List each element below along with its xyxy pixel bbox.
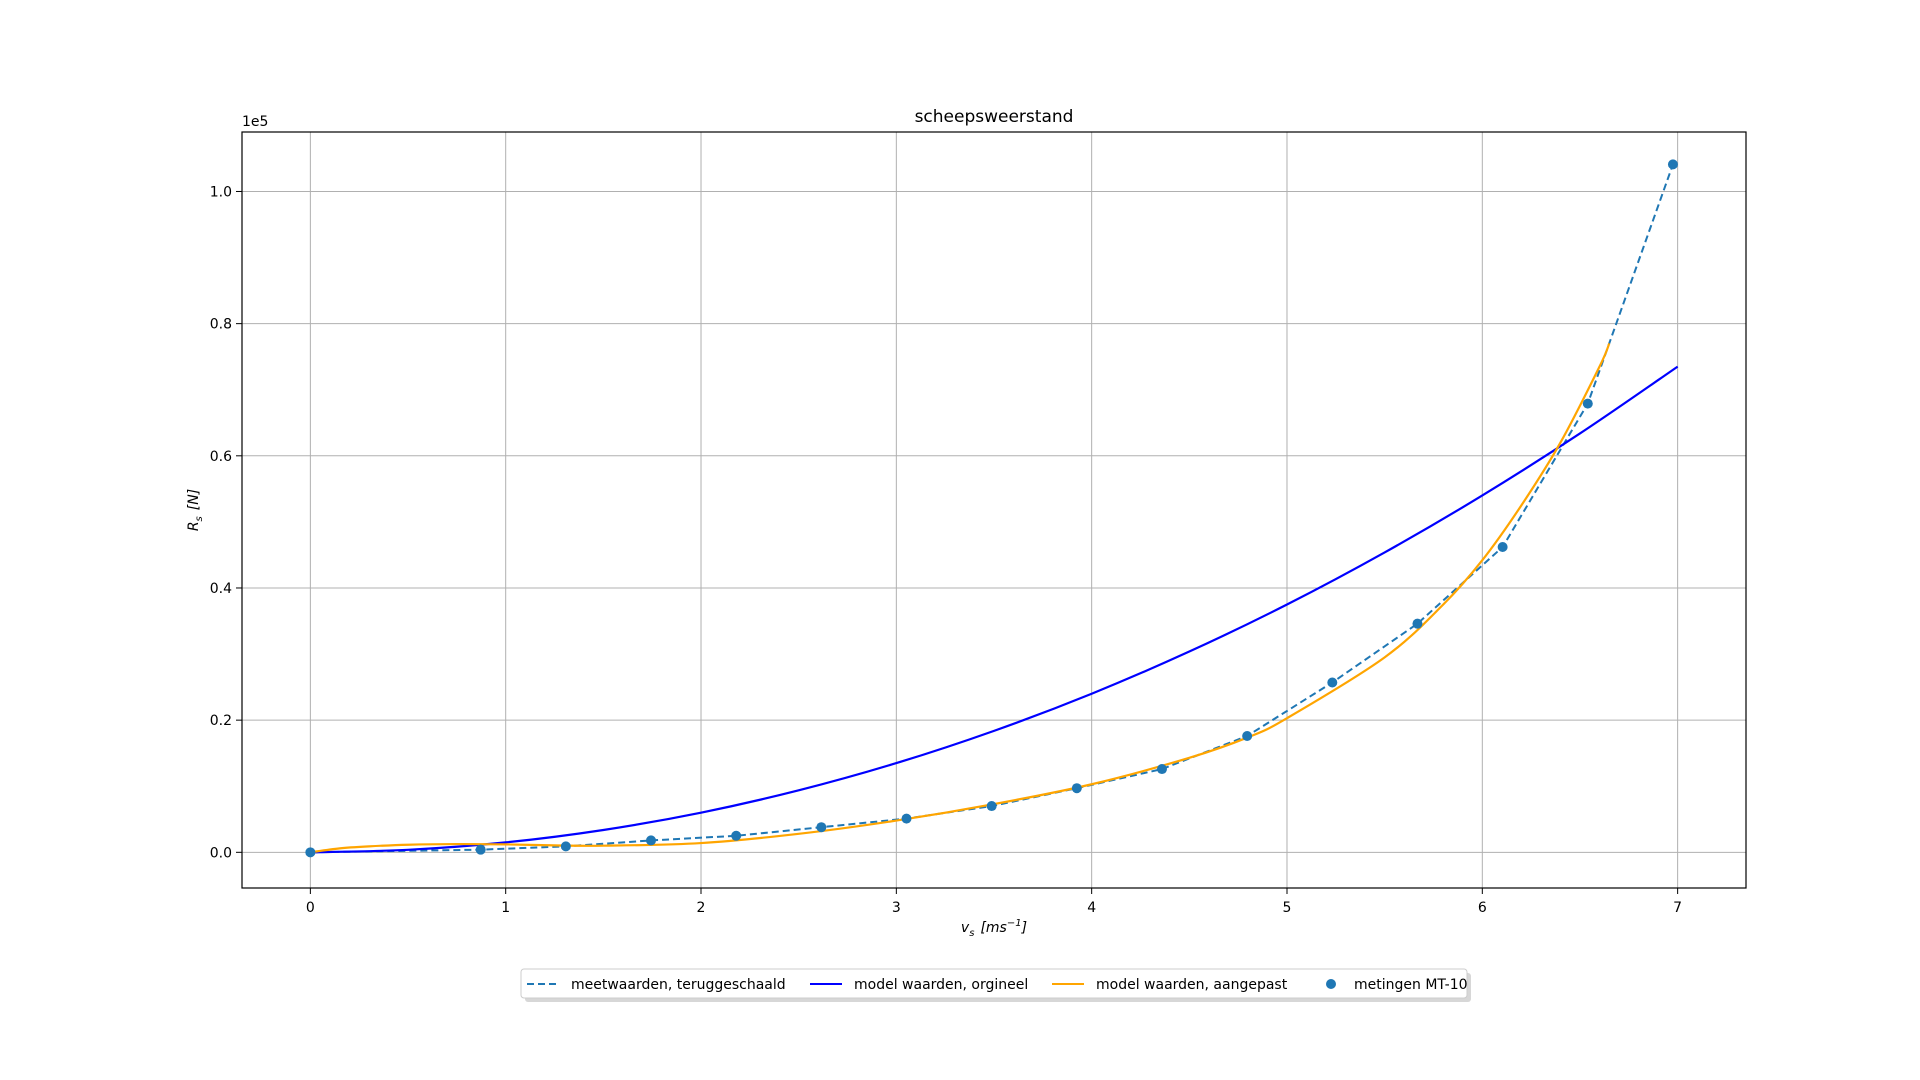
data-point-marker [1582,398,1593,409]
x-axis-label-exp: −1 [1007,918,1022,929]
x-tick-label: 2 [697,900,706,916]
y-axis-offset-text: 1e5 [242,114,268,130]
legend-label: metingen MT-10 [1354,977,1468,993]
legend-item: meetwaarden, teruggeschaald [527,977,786,993]
data-point-marker [475,844,486,855]
legend-item: model waarden, orgineel [810,977,1028,993]
data-point-marker [1327,677,1338,688]
legend-item: metingen MT-10 [1326,977,1468,993]
data-point-marker [1497,542,1508,553]
data-point-marker [816,822,827,833]
series-markers-3 [305,159,1678,858]
x-tick-label: 1 [501,900,510,916]
x-tick-label: 5 [1283,900,1292,916]
y-tick-label: 0.4 [210,581,232,597]
x-tick-label: 3 [892,900,901,916]
y-axis-label-var: R [186,521,202,531]
legend-item: model waarden, aangepast [1052,977,1288,993]
chart-title: scheepsweerstand [915,107,1074,127]
x-axis-label-var: v [961,920,970,936]
y-axis-ticks: 0.0 0.2 0.4 0.6 0.8 1.0 [210,184,242,861]
x-axis-label-close: ] [1021,920,1027,936]
series-line-1 [310,365,1679,854]
y-tick-label: 0.2 [210,713,232,729]
y-axis-label-unit: [N] [186,489,202,510]
data-point-marker [646,835,657,846]
plot-area-frame [241,131,1747,889]
data-point-marker [560,841,571,852]
legend-label: model waarden, orgineel [854,977,1028,993]
y-tick-label: 0.8 [210,317,232,333]
data-point-marker [1071,783,1082,794]
legend-label: meetwaarden, teruggeschaald [571,977,786,993]
y-tick-label: 0.6 [210,449,232,465]
legend: meetwaarden, teruggeschaald model waarden… [520,968,1471,1002]
x-axis-label: vs [ms−1] [961,918,1027,939]
x-axis-label-sub: s [969,928,974,939]
data-point-marker [1412,618,1423,629]
y-tick-label: 1.0 [210,184,232,200]
y-axis-label-sub: s [194,516,205,521]
data-point-marker [305,847,316,858]
series-layer [305,159,1679,858]
grid-lines [242,132,1746,888]
x-tick-label: 7 [1673,900,1682,916]
data-point-marker [901,813,912,824]
data-point-marker [1156,764,1167,775]
data-point-marker [1667,159,1678,170]
x-axis-label-unit: [ms [980,920,1006,936]
series-line-2 [310,343,1611,854]
x-tick-label: 4 [1087,900,1096,916]
data-point-marker [1242,731,1253,742]
legend-marker [1326,979,1336,989]
x-tick-label: 0 [306,900,315,916]
x-tick-label: 6 [1478,900,1487,916]
legend-items: meetwaarden, teruggeschaald model waarden… [527,977,1468,993]
data-point-marker [986,801,997,812]
data-point-marker [731,830,742,841]
y-axis-label: Rs [N] [186,489,205,531]
legend-box [520,968,1468,999]
legend-label: model waarden, aangepast [1096,977,1288,993]
x-axis-ticks: 0 1 2 3 4 5 6 7 [306,888,1682,916]
y-tick-label: 0.0 [210,845,232,861]
